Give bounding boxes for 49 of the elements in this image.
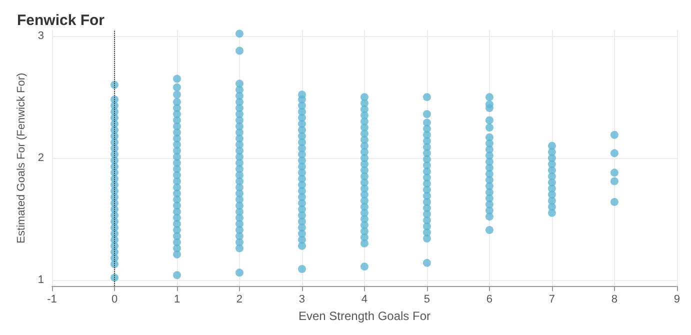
y-tick-label: 1 — [38, 274, 44, 286]
x-tick-label: 7 — [548, 294, 556, 306]
point — [485, 133, 494, 142]
y-axis-title: Estimated Goals For (Fenwick For) — [16, 72, 28, 244]
point — [173, 90, 181, 99]
point — [110, 274, 119, 282]
point — [610, 168, 618, 177]
point — [173, 271, 181, 280]
point — [236, 46, 244, 55]
point — [485, 100, 494, 108]
x-tick-label: 0 — [111, 294, 118, 306]
point — [485, 226, 494, 234]
point — [298, 265, 306, 274]
point — [298, 90, 306, 99]
y-tick-label: 3 — [38, 30, 44, 42]
x-tick-label: 9 — [674, 294, 680, 306]
point — [485, 124, 494, 132]
point — [173, 74, 181, 83]
point — [422, 258, 431, 267]
point — [236, 80, 244, 88]
chart-title: Fenwick For — [17, 12, 105, 29]
x-tick-label: 6 — [486, 294, 493, 306]
point — [422, 110, 431, 118]
point — [110, 80, 119, 89]
point — [610, 149, 618, 158]
point — [610, 198, 618, 206]
point — [360, 93, 368, 102]
point — [360, 262, 368, 271]
point — [422, 118, 431, 127]
point — [610, 130, 618, 139]
x-tick-label: 1 — [174, 294, 180, 306]
point — [485, 93, 494, 102]
x-axis-title: Even Strength Goals For — [298, 309, 431, 323]
point — [236, 30, 244, 38]
point — [110, 96, 119, 104]
x-tick-label: 2 — [236, 294, 243, 306]
point — [548, 142, 556, 150]
x-tick-label: 4 — [361, 294, 368, 306]
point — [236, 268, 244, 277]
x-tick-label: 3 — [298, 294, 306, 306]
point — [173, 83, 181, 92]
point — [422, 93, 431, 102]
point — [610, 177, 618, 186]
x-tick-label: -1 — [47, 294, 57, 306]
x-tick-label: 8 — [611, 294, 618, 306]
point — [173, 98, 181, 106]
x-tick-label: 5 — [424, 294, 430, 306]
y-tick-label: 2 — [38, 152, 44, 164]
point — [485, 116, 494, 124]
